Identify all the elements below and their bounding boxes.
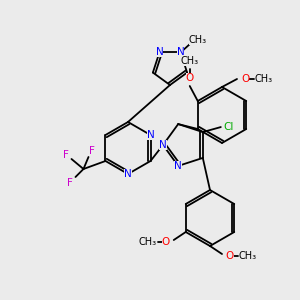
Text: O: O [226, 251, 234, 261]
Text: N: N [159, 140, 167, 150]
Text: N: N [147, 130, 154, 140]
Text: O: O [162, 237, 170, 247]
Text: F: F [88, 146, 94, 156]
Text: CH₃: CH₃ [239, 251, 257, 261]
Text: CH₃: CH₃ [139, 237, 157, 247]
Text: Cl: Cl [224, 122, 234, 132]
Text: N: N [177, 47, 184, 57]
Text: O: O [241, 74, 249, 84]
Text: F: F [67, 178, 72, 188]
Text: F: F [62, 150, 68, 160]
Text: CH₃: CH₃ [255, 74, 273, 84]
Text: N: N [124, 169, 132, 179]
Text: CH₃: CH₃ [181, 56, 199, 66]
Text: CH₃: CH₃ [188, 35, 207, 45]
Text: N: N [174, 161, 182, 171]
Text: N: N [155, 47, 163, 57]
Text: O: O [186, 73, 194, 83]
